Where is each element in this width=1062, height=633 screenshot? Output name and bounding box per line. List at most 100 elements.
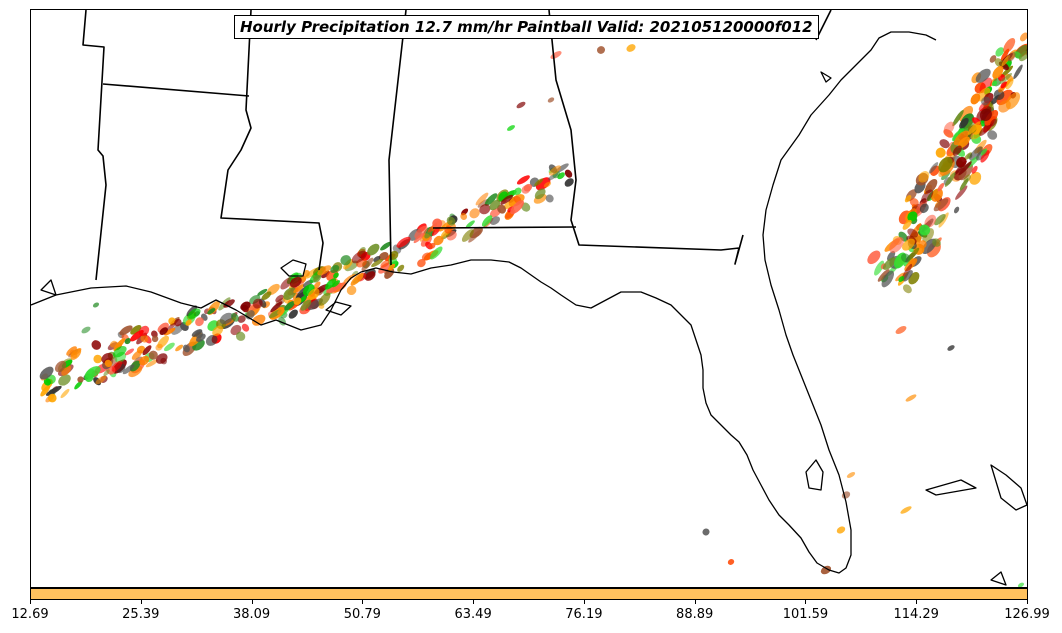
colorbar-tick-label: 12.69 [11, 607, 49, 622]
precip-blob [905, 394, 917, 402]
precip-blob [364, 271, 376, 281]
precip-blob [979, 123, 992, 136]
precip-blob [413, 232, 425, 244]
precip-blob [931, 188, 943, 202]
precip-blob [918, 171, 930, 183]
precip-blob [326, 282, 342, 294]
precip-blob [991, 80, 998, 87]
precip-blob [131, 349, 143, 360]
precip-blob [300, 299, 312, 311]
colorbar-tick-label: 50.79 [343, 607, 381, 622]
precip-blob [971, 165, 978, 174]
precip-blob [380, 259, 390, 268]
precip-blob [1017, 582, 1025, 587]
colorbar-tick [583, 600, 585, 604]
precip-blob [465, 220, 475, 229]
map-title: Hourly Precipitation 12.7 mm/hr Paintbal… [234, 15, 819, 39]
precip-blob [145, 359, 158, 368]
precip-blob [139, 355, 150, 366]
precip-blob [889, 237, 904, 253]
precip-blob [142, 345, 152, 356]
precip-blob [414, 225, 428, 239]
precip-blob [702, 528, 710, 536]
precip-blob [39, 366, 54, 380]
precip-blob [373, 255, 381, 263]
precip-blob [903, 270, 913, 282]
precip-blob [881, 270, 895, 288]
precip-blob [957, 136, 970, 149]
precip-blob [252, 314, 266, 326]
precip-blob [1005, 92, 1021, 110]
precip-blob [938, 156, 953, 173]
precip-blob [943, 121, 955, 134]
precip-blob [1000, 48, 1010, 61]
precip-blob [212, 325, 224, 337]
map-panel: Hourly Precipitation 12.7 mm/hr Paintbal… [30, 9, 1028, 588]
precip-blob [48, 393, 57, 403]
colorbar-tick-label: 25.39 [122, 607, 160, 622]
precipitation-paintball-layer [39, 32, 1027, 587]
precip-blob [313, 274, 322, 283]
precip-blob [122, 364, 135, 375]
precip-blob [164, 327, 176, 336]
precip-blob [175, 344, 184, 352]
precip-blob [919, 203, 929, 214]
precip-blob [396, 236, 411, 248]
precip-blob [1000, 81, 1008, 89]
precip-blob [904, 195, 912, 203]
precip-blob [240, 301, 251, 311]
colorbar-tick-label: 76.19 [565, 607, 603, 622]
precip-blob [939, 139, 950, 149]
precip-blob [397, 264, 405, 272]
precip-blob [959, 105, 974, 122]
colorbar-tick [805, 600, 807, 604]
precip-blob [727, 559, 735, 565]
precip-blob [836, 526, 846, 534]
precip-blob [148, 350, 158, 360]
precip-blob [130, 329, 144, 342]
precip-blob [521, 185, 531, 194]
precip-blob [481, 215, 493, 227]
precip-blob [898, 275, 905, 283]
precip-blob [58, 374, 71, 386]
precip-blob [981, 96, 990, 106]
precip-blob [907, 247, 920, 261]
precip-blob [951, 129, 963, 142]
precip-blob [231, 312, 239, 322]
precip-blob [932, 238, 941, 247]
precip-blob [54, 360, 67, 373]
precip-blob [1018, 51, 1027, 62]
precip-blob [534, 188, 546, 200]
precip-blob [970, 93, 981, 105]
precip-blob [909, 198, 919, 207]
precip-blob [92, 302, 100, 308]
precip-blob [900, 506, 912, 514]
precip-blob [74, 380, 83, 390]
precip-blob [497, 204, 507, 214]
colorbar-tick [473, 600, 475, 604]
precip-blob [979, 77, 993, 94]
precip-blob [371, 258, 384, 268]
precip-blob [350, 273, 364, 286]
precip-blob [164, 342, 175, 352]
colorbar-tick-label: 114.29 [893, 607, 939, 622]
precip-blob [321, 270, 330, 279]
precip-blob [280, 277, 294, 290]
precip-blob [952, 145, 962, 156]
map-canvas [31, 10, 1027, 587]
precip-blob [958, 161, 972, 176]
precip-blob [307, 288, 320, 300]
precip-blob [959, 178, 969, 191]
precip-blob [980, 150, 990, 163]
colorbar-tick-label: 88.89 [676, 607, 714, 622]
precip-blob [999, 73, 1013, 85]
precip-blob [446, 216, 456, 226]
precip-blob [195, 317, 204, 327]
precip-blob [124, 348, 135, 356]
precip-blob [128, 365, 143, 378]
precip-blob [516, 101, 526, 109]
precip-blob [489, 216, 501, 225]
precip-blob [252, 298, 263, 309]
colorbar-tick-label: 38.09 [232, 607, 271, 622]
precip-blob [429, 242, 436, 249]
